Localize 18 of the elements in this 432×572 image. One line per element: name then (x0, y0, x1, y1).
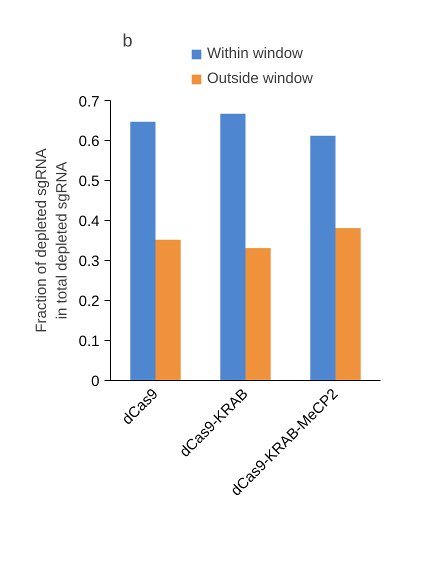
y-axis-title: Fraction of depleted sgRNA in total depleted sgRNA (33, 148, 71, 333)
y-tick-label: 0.5 (78, 173, 100, 190)
bar (246, 248, 271, 380)
bar (130, 122, 156, 380)
y-tick-label: 0.3 (78, 253, 100, 270)
bar (310, 136, 336, 380)
text: b (122, 30, 133, 50)
legend-label: Within window (207, 45, 303, 62)
y-tick-label: 0 (91, 373, 100, 390)
y-tick-label: 0.2 (78, 293, 100, 310)
legend-label: Outside window (207, 70, 313, 87)
y-tick-label: 0.6 (78, 133, 100, 150)
bar (336, 228, 361, 380)
y-tick-label: 0.1 (78, 333, 100, 350)
y-tick-label: 0.7 (78, 94, 100, 110)
bar (156, 240, 181, 380)
y-tick-label: 0.4 (78, 213, 100, 230)
bar (220, 114, 246, 380)
